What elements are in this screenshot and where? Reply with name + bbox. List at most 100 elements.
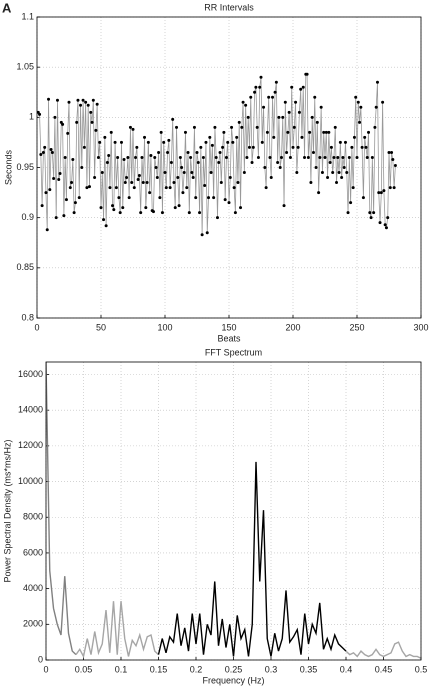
data-point <box>144 206 148 210</box>
data-point <box>90 120 94 124</box>
data-point <box>123 181 127 185</box>
data-point <box>259 75 263 79</box>
data-point <box>103 135 107 139</box>
y-tick-label: 1 <box>29 112 34 122</box>
data-point <box>71 157 75 161</box>
data-point <box>141 181 145 185</box>
data-point <box>159 130 163 134</box>
y-tick-label: 16000 <box>18 369 43 379</box>
data-point <box>187 211 191 215</box>
data-point <box>367 130 371 134</box>
data-point <box>283 100 287 104</box>
data-point <box>335 181 339 185</box>
data-point <box>324 130 328 134</box>
data-point <box>384 226 388 230</box>
data-point <box>111 204 115 208</box>
data-point <box>237 120 241 124</box>
x-tick-label: 0 <box>34 322 39 332</box>
y-tick-label: 1.05 <box>16 62 34 72</box>
data-point <box>119 140 123 144</box>
data-point <box>315 120 319 124</box>
data-point <box>85 186 89 190</box>
data-point <box>323 155 327 159</box>
data-point <box>352 135 356 139</box>
data-point <box>183 130 187 134</box>
data-point <box>370 155 374 159</box>
data-point <box>173 206 177 210</box>
data-point <box>267 95 271 99</box>
data-point <box>378 221 382 225</box>
data-point <box>239 206 243 210</box>
data-point <box>255 125 259 129</box>
data-point <box>118 211 122 215</box>
data-point <box>162 140 166 144</box>
data-point <box>87 185 91 189</box>
data-point <box>346 211 350 215</box>
data-point <box>223 198 227 202</box>
data-point <box>360 145 364 149</box>
data-point <box>50 150 54 154</box>
data-point <box>198 211 202 215</box>
x-tick-label: 0.1 <box>115 664 128 674</box>
data-point <box>226 140 230 144</box>
x-tick-label: 250 <box>349 322 364 332</box>
data-point <box>148 191 152 195</box>
data-point <box>73 201 77 205</box>
x-tick-label: 0.5 <box>415 664 428 674</box>
data-point <box>70 181 74 185</box>
data-point <box>281 115 285 119</box>
data-point <box>355 155 359 159</box>
data-point <box>176 176 180 180</box>
data-point <box>306 155 310 159</box>
data-point <box>345 171 349 175</box>
data-point <box>303 155 307 159</box>
data-point <box>177 204 181 208</box>
data-point <box>319 105 323 109</box>
data-point <box>373 125 377 129</box>
data-point <box>250 160 254 164</box>
data-point <box>143 135 147 139</box>
x-tick-label: 50 <box>96 322 106 332</box>
data-point <box>256 155 260 159</box>
data-point <box>386 216 390 220</box>
y-tick-label: 0.95 <box>16 162 34 172</box>
data-point <box>343 140 347 144</box>
data-point <box>105 160 109 164</box>
data-point <box>127 196 131 200</box>
data-point <box>135 145 139 149</box>
data-point <box>205 231 209 235</box>
data-point <box>349 201 353 205</box>
data-point <box>322 130 326 134</box>
data-point <box>54 216 58 220</box>
data-point <box>286 130 290 134</box>
data-point <box>288 155 292 159</box>
data-point <box>107 153 111 157</box>
data-point <box>82 145 86 149</box>
data-point <box>277 115 281 119</box>
data-point <box>55 98 59 102</box>
data-point <box>299 87 303 91</box>
data-point <box>38 112 42 116</box>
data-point <box>108 186 112 190</box>
data-point <box>377 191 381 195</box>
data-point <box>113 140 117 144</box>
data-point <box>219 181 223 185</box>
data-point <box>260 140 264 144</box>
data-point <box>93 176 97 180</box>
data-point <box>181 191 185 195</box>
data-point <box>130 181 134 185</box>
data-point <box>342 166 346 169</box>
data-point <box>64 198 68 202</box>
data-point <box>271 95 275 99</box>
x-tick-label: 0.3 <box>265 664 278 674</box>
data-point <box>258 85 262 89</box>
data-point <box>372 211 376 215</box>
data-point <box>230 125 234 129</box>
data-point <box>291 145 295 149</box>
chart-title: RR Intervals <box>204 2 254 12</box>
data-point <box>354 95 358 99</box>
data-point <box>363 135 367 139</box>
data-point <box>341 155 345 159</box>
data-point <box>67 100 71 104</box>
data-point <box>163 171 167 175</box>
